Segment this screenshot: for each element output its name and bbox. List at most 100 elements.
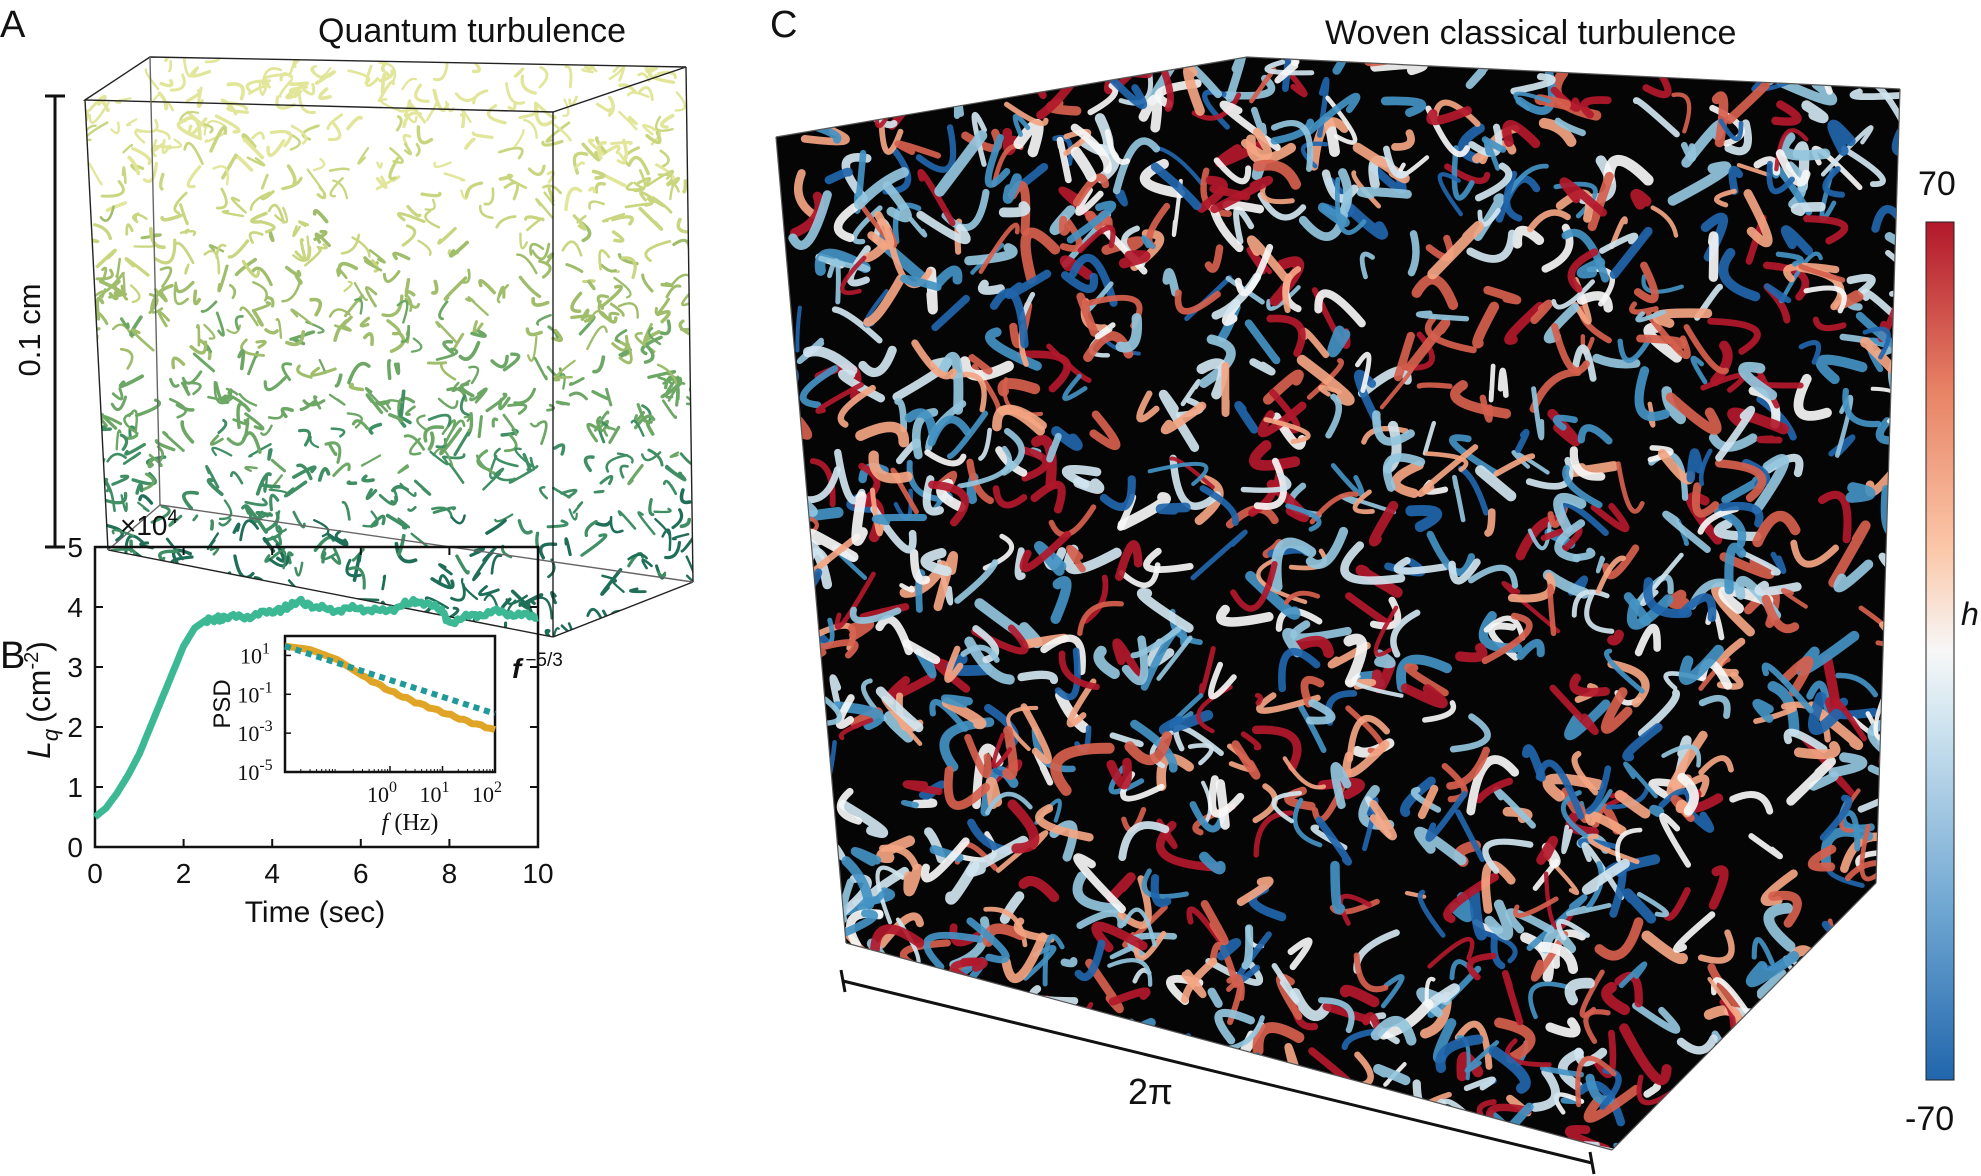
vortex-line	[377, 80, 395, 103]
vortex-line	[361, 474, 375, 483]
vortex-tube	[1184, 1092, 1222, 1150]
vortex-tube	[1798, 340, 1822, 365]
vortex-tube	[1285, 503, 1322, 532]
vortex-line	[264, 525, 283, 542]
vortex-line	[482, 467, 505, 491]
vortex-line	[88, 162, 103, 186]
vortex-tube	[1106, 757, 1132, 790]
vortex-line	[561, 240, 583, 257]
vortex-line	[345, 558, 362, 578]
vortex-tube	[1115, 540, 1143, 581]
vortex-line	[184, 228, 190, 235]
vortex-tube	[1527, 209, 1571, 233]
vortex-tube	[1678, 644, 1724, 685]
vortex-tube	[1297, 1124, 1318, 1150]
vortex-tube	[1263, 417, 1311, 445]
vortex-tube	[1686, 448, 1704, 483]
vortex-tube	[1042, 933, 1065, 987]
vortex-tube	[1083, 1031, 1127, 1068]
vortex-line	[209, 434, 224, 446]
vortex-line	[385, 513, 408, 530]
vortex-line	[518, 275, 542, 299]
vortex-tube	[1729, 790, 1774, 815]
vortex-tube	[1736, 163, 1771, 177]
vortex-line	[85, 107, 89, 122]
vortex-line	[211, 446, 233, 457]
vortex-tube	[1793, 741, 1841, 760]
vortex-line	[368, 249, 386, 264]
vortex-line	[332, 462, 351, 478]
vortex-tube	[1346, 715, 1391, 763]
vortex-line	[339, 315, 353, 329]
vortex-line	[388, 156, 400, 181]
vortex-tube	[1512, 225, 1545, 249]
vortex-tube	[985, 776, 1003, 810]
vortex-tube	[1592, 353, 1641, 369]
vortex-tube	[1537, 941, 1579, 975]
vortex-tube	[1564, 699, 1611, 741]
vortex-tube	[808, 638, 817, 656]
vortex-tube	[1199, 485, 1239, 526]
vortex-line	[402, 133, 412, 146]
vortex-line	[427, 413, 452, 427]
vortex-tube	[1446, 746, 1490, 790]
vortex-tube	[1076, 909, 1125, 930]
vortex-tube	[920, 837, 970, 883]
vortex-line	[415, 142, 421, 157]
vortex-line	[285, 330, 306, 347]
vortex-line	[608, 311, 620, 320]
vortex-line	[572, 151, 589, 175]
vortex-tube	[909, 549, 931, 585]
vortex-line	[410, 532, 429, 548]
vortex-line	[310, 64, 323, 80]
vortex-tube	[1330, 463, 1365, 497]
vortex-line	[671, 508, 684, 530]
vortex-line	[405, 293, 413, 312]
vortex-tube	[776, 635, 793, 686]
vortex-line	[523, 215, 542, 221]
vortex-tube	[1622, 722, 1663, 762]
vortex-tube	[1888, 701, 1900, 741]
vortex-line	[611, 580, 625, 593]
vortex-tube	[1528, 981, 1569, 1020]
vortex-tube	[795, 305, 802, 353]
vortex-line	[460, 577, 479, 601]
vortex-tube	[1143, 547, 1194, 574]
vortex-tube	[996, 1105, 1029, 1137]
vortex-line	[365, 393, 384, 415]
vortex-tube	[1174, 289, 1221, 315]
vortex-line	[438, 300, 449, 321]
vortex-line	[468, 365, 480, 385]
vortex-tube	[1334, 176, 1367, 235]
vortex-line	[209, 125, 228, 153]
vortex-tube	[1776, 77, 1838, 106]
vortex-tube	[1400, 683, 1448, 709]
vortex-tube	[1879, 621, 1900, 659]
vortex-tube	[1330, 860, 1346, 915]
vortex-line	[387, 359, 392, 381]
vortex-tube	[947, 410, 989, 460]
vortex-line	[217, 264, 229, 293]
vortex-tube	[1249, 358, 1276, 376]
vortex-tube	[978, 222, 1020, 274]
vortex-tube	[1236, 876, 1274, 906]
vortex-tube	[1482, 838, 1534, 874]
vortex-line	[472, 89, 489, 105]
vortex-line	[375, 175, 388, 190]
vortex-line	[294, 561, 304, 577]
vortex-line	[586, 607, 604, 622]
vortex-tube	[900, 274, 942, 292]
vortex-tube	[1338, 893, 1372, 926]
vortex-line	[255, 510, 274, 517]
vortex-tube	[1150, 162, 1202, 211]
vortex-tube	[1137, 587, 1194, 633]
vortex-tube	[1028, 1132, 1056, 1150]
vortex-tube	[995, 1107, 1021, 1125]
vortex-line	[497, 285, 506, 299]
vortex-tube	[1306, 358, 1344, 400]
vortex-line	[182, 490, 199, 511]
vortex-tube	[1764, 283, 1792, 304]
vortex-tube	[1340, 984, 1380, 1008]
vortex-line	[263, 472, 269, 493]
vortex-line	[469, 547, 485, 557]
